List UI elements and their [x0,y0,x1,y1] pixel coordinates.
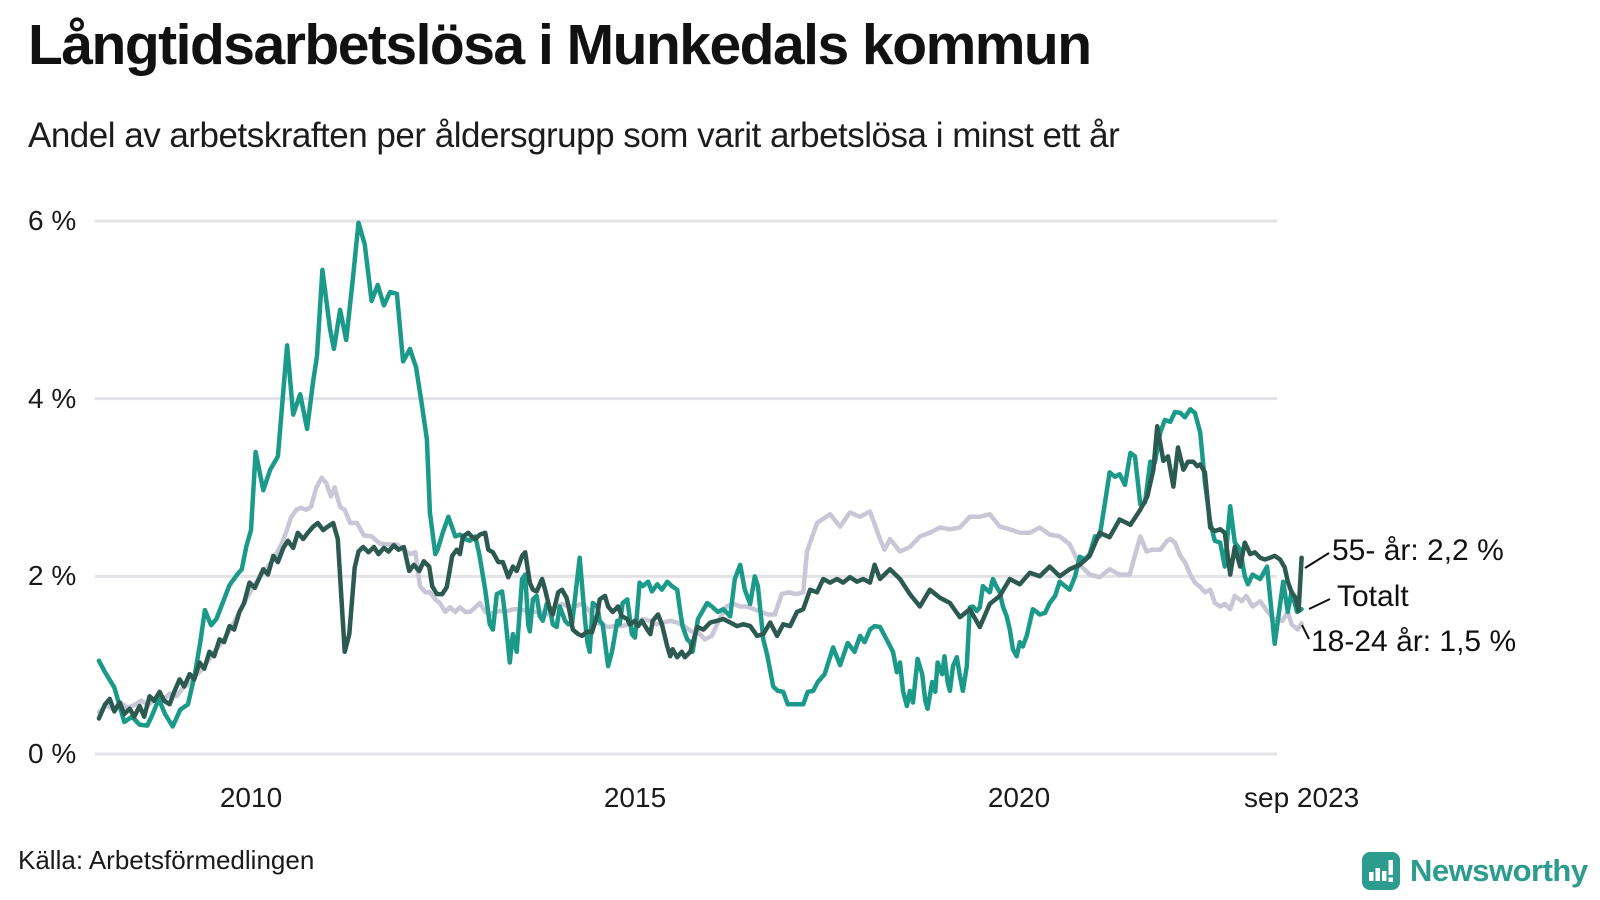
x-tick-label-sep-2023: sep 2023 [1244,782,1360,813]
end-label-totalt: Totalt [1337,580,1409,613]
series-line-55-r [96,423,1304,721]
end-label-18-24-r: 18-24 år: 1,5 % [1311,625,1517,658]
brand-logo: Newsworthy [1362,852,1588,890]
newsworthy-logo-icon [1362,852,1400,890]
y-tick-label-6: 6 % [28,205,77,236]
chart-subtitle: Andel av arbetskraften per åldersgrupp s… [28,116,1120,155]
series-line-18-24-r [96,475,1304,715]
label-connector-totalt [1308,598,1331,610]
label-connector-18-24-r [1301,624,1310,640]
y-tick-label-4: 4 % [28,382,77,414]
source-note: Källa: Arbetsförmedlingen [18,845,315,875]
series-line-totalt [96,220,1304,729]
label-connector-55-r [1304,552,1330,569]
y-tick-label-2: 2 % [28,560,77,592]
x-tick-label-2015: 2015 [603,782,667,813]
x-tick-label-2020: 2020 [987,782,1051,813]
chart-title: Långtidsarbetslösa i Munkedals kommun [28,13,1092,77]
end-label-55-r: 55- år: 2,2 % [1332,534,1504,567]
brand-name: Newsworthy [1410,853,1588,888]
x-tick-label-2010: 2010 [219,782,283,813]
y-tick-label-0: 0 % [28,738,77,769]
